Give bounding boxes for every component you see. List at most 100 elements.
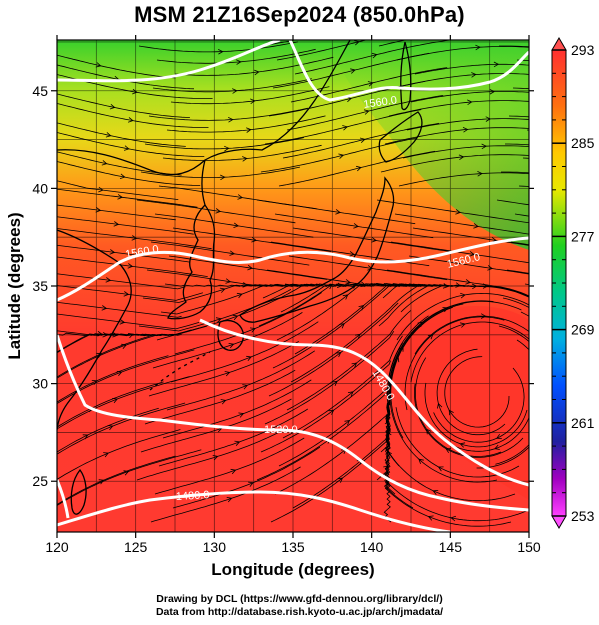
streamline-arrow [247, 264, 253, 271]
streamline-arrow [432, 490, 439, 496]
streamline [148, 107, 308, 121]
streamline-arrow [215, 208, 222, 214]
streamline [496, 199, 529, 206]
contour-label: 1560.0 [124, 243, 159, 261]
streamline-arrow [353, 223, 359, 229]
streamline [390, 307, 453, 439]
streamline-arrow [588, 122, 593, 127]
streamline-arrow [326, 284, 333, 290]
streamline-arrow [448, 409, 454, 416]
streamline [274, 213, 434, 239]
streamline [138, 41, 298, 53]
credit-drawing: Drawing by DCL (https://www.gfd-dennou.o… [156, 593, 443, 605]
contour-label: 1520.0 [264, 424, 298, 436]
streamline-arrow [117, 194, 124, 200]
streamline-arrow [457, 29, 462, 34]
streamline-arrow [585, 279, 590, 284]
streamline [288, 255, 448, 281]
streamline [154, 437, 305, 495]
streamline [57, 188, 198, 208]
streamline-arrow [489, 88, 496, 95]
y-tick-label: 35 [32, 278, 48, 294]
streamline-arrow [254, 69, 260, 76]
streamline [144, 369, 296, 425]
streamline [57, 333, 174, 378]
streamline-arrow [344, 419, 351, 426]
streamline-arrow [339, 323, 345, 329]
streamline [290, 285, 419, 383]
streamline-arrow [545, 408, 550, 413]
streamline [57, 103, 209, 128]
streamline [402, 145, 529, 159]
streamline-arrow [107, 425, 114, 431]
streamline-arrow [335, 209, 341, 215]
streamline-arrow [347, 391, 354, 397]
streamline-arrow [356, 165, 362, 172]
streamline [385, 438, 516, 502]
streamline [57, 273, 186, 290]
streamline [276, 40, 368, 61]
streamline [172, 446, 321, 509]
streamline-arrow [473, 223, 479, 229]
streamline [390, 241, 529, 264]
streamline-arrow [109, 249, 116, 255]
y-axis-ticks: 25 30 35 40 45 [32, 83, 534, 489]
streamline [502, 297, 529, 308]
streamline [501, 171, 529, 174]
colorbar-label: 293 [571, 42, 595, 58]
streamline-arrow [228, 117, 234, 123]
streamline-arrow [215, 317, 222, 323]
streamline-arrow [82, 434, 89, 440]
map-title: MSM 21Z16Sep2024 (850.0hPa) [134, 2, 465, 27]
streamline-arrow [127, 117, 134, 123]
streamline-arrow [475, 44, 481, 51]
streamline-arrow [132, 88, 138, 95]
streamline-arrow [95, 62, 102, 68]
x-tick-label: 145 [439, 539, 463, 555]
streamline-arrow [248, 481, 254, 487]
contour-1480-west [57, 479, 70, 519]
streamline [174, 56, 334, 76]
streamline [376, 199, 529, 224]
streamline [278, 150, 436, 187]
y-tick-label: 30 [32, 376, 48, 392]
streamline-arrow [242, 384, 249, 390]
streamline-arrow [589, 251, 594, 256]
streamline [174, 292, 322, 355]
streamline-arrow [455, 209, 461, 215]
streamline [57, 285, 204, 301]
streamline [152, 312, 303, 369]
streamline-arrow [383, 465, 389, 471]
streamline-arrow [224, 371, 231, 377]
streamline [388, 100, 529, 117]
streamline [57, 381, 164, 428]
streamline-arrow [101, 305, 108, 311]
streamline-arrow [226, 497, 233, 503]
streamline [57, 455, 176, 506]
streamline [57, 216, 194, 235]
streamline [410, 91, 529, 103]
streamline-arrow [350, 68, 356, 74]
streamline [383, 403, 392, 523]
streamline-arrow [105, 132, 112, 138]
streamline [57, 122, 186, 147]
colorbar-label: 269 [571, 322, 595, 338]
streamline [136, 427, 288, 481]
streamline-arrow [113, 221, 120, 227]
streamline [272, 52, 430, 89]
streamline-arrow [218, 49, 224, 55]
streamline-arrow [342, 125, 349, 131]
coast-ryukyu [149, 351, 211, 391]
contour-1560-mid [57, 236, 529, 302]
x-axis-ticks: 120 125 130 135 140 145 150 [45, 35, 541, 555]
streamline-arrow [332, 380, 338, 386]
streamline [410, 321, 529, 383]
streamline-arrow [481, 143, 487, 150]
coast-sakhalin [400, 41, 412, 111]
streamline-arrow [230, 468, 237, 475]
streamline [172, 227, 332, 252]
streamline [294, 40, 452, 75]
x-tick-label: 140 [360, 539, 384, 555]
streamline [389, 391, 498, 483]
streamline-arrow [123, 145, 130, 151]
